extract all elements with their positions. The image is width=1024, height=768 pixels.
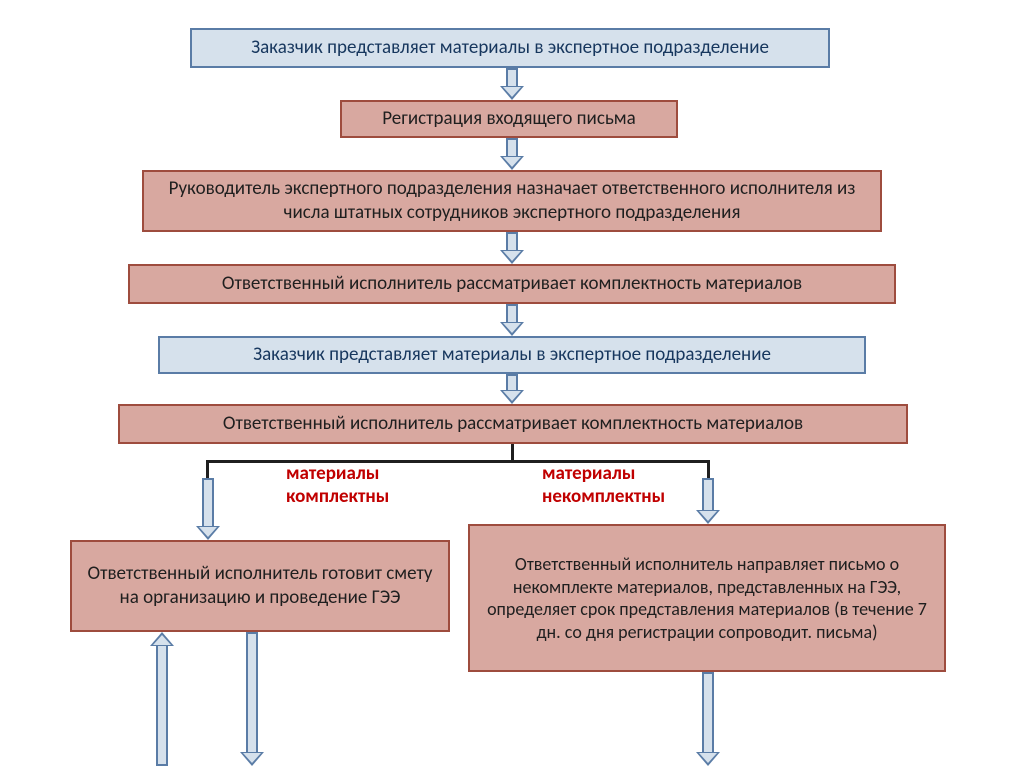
arrow-down-out-left — [240, 632, 264, 766]
arrow-down-a1 — [500, 68, 524, 100]
box-b2: Регистрация входящего письма — [340, 100, 678, 138]
box-b8: Ответственный исполнитель направляет пис… — [468, 524, 946, 672]
branch-label-right: материалы некомплектны — [542, 462, 665, 508]
box-b3-text: Руководитель экспертного подразделения н… — [150, 177, 874, 225]
arrow-down-right-branch — [696, 478, 720, 524]
box-b7-text: Ответственный исполнитель готовит смету … — [78, 562, 442, 610]
arrow-down-a3 — [500, 232, 524, 264]
branch-label-right-l1: материалы — [542, 462, 665, 485]
box-b7: Ответственный исполнитель готовит смету … — [70, 540, 450, 632]
box-b8-text: Ответственный исполнитель направляет пис… — [476, 553, 938, 643]
box-b1-text: Заказчик представляет материалы в экспер… — [251, 36, 769, 60]
branch-label-left-l2: комплектны — [286, 485, 389, 508]
box-b3: Руководитель экспертного подразделения н… — [142, 170, 882, 232]
box-b5: Заказчик представляет материалы в экспер… — [158, 336, 866, 374]
split-drop-right — [707, 460, 710, 480]
box-b4: Ответственный исполнитель рассматривает … — [128, 264, 896, 304]
box-b6-text: Ответственный исполнитель рассматривает … — [223, 412, 803, 436]
box-b1: Заказчик представляет материалы в экспер… — [190, 28, 830, 68]
arrow-up-out-left — [150, 632, 174, 766]
box-b5-text: Заказчик представляет материалы в экспер… — [253, 343, 771, 367]
box-b6: Ответственный исполнитель рассматривает … — [118, 404, 908, 444]
arrow-down-a4 — [500, 304, 524, 336]
split-drop-left — [206, 460, 209, 480]
branch-label-right-l2: некомплектны — [542, 485, 665, 508]
arrow-down-out-right — [696, 672, 720, 766]
arrow-down-left-branch — [196, 478, 220, 540]
arrow-down-a5 — [500, 374, 524, 404]
box-b4-text: Ответственный исполнитель рассматривает … — [222, 272, 802, 296]
box-b2-text: Регистрация входящего письма — [382, 107, 635, 131]
branch-label-left: материалы комплектны — [286, 462, 389, 508]
branch-label-left-l1: материалы — [286, 462, 389, 485]
arrow-down-a2 — [500, 138, 524, 170]
